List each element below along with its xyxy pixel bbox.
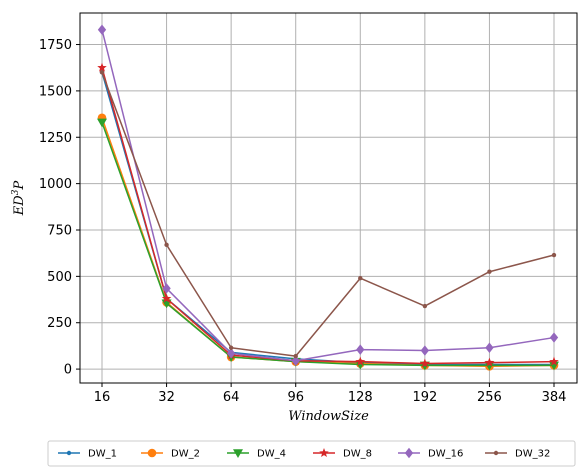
y-axis-label: ED3P bbox=[11, 181, 27, 217]
legend-marker-dw-16 bbox=[404, 447, 414, 459]
y-tick-label: 1250 bbox=[39, 131, 72, 146]
data-point-dw-16 bbox=[162, 283, 171, 294]
legend-entry-dw-2: DW_2 bbox=[141, 449, 200, 460]
legend-marker-dw-8 bbox=[319, 448, 329, 458]
data-point-dw-16 bbox=[226, 348, 236, 359]
legend-entry-dw-32: DW_32 bbox=[485, 449, 550, 460]
legend-label-dw-8: DW_8 bbox=[343, 449, 372, 460]
data-point-dw-8 bbox=[161, 293, 172, 303]
y-axis-label-superscript: 3 bbox=[11, 189, 21, 195]
series-lines bbox=[97, 24, 559, 371]
data-point-dw-32 bbox=[422, 303, 428, 309]
data-point-dw-4 bbox=[549, 361, 559, 371]
legend: DW_1 DW_2 DW_4 DW_8 DW_16 DW_32 bbox=[47, 440, 576, 467]
x-tick-label: 64 bbox=[223, 390, 240, 405]
x-axis-label: WindowSize bbox=[288, 409, 369, 424]
legend-marker-dw-2 bbox=[147, 448, 157, 458]
y-tick-label: 750 bbox=[47, 223, 72, 238]
legend-entry-dw-16: DW_16 bbox=[398, 447, 463, 460]
data-point-dw-8 bbox=[484, 357, 495, 367]
data-point-dw-8 bbox=[97, 62, 107, 72]
x-axis: 16 32 64 96 128 192 256 384 bbox=[94, 383, 567, 405]
data-point-dw-32 bbox=[487, 269, 492, 274]
x-tick-label: 384 bbox=[542, 390, 567, 405]
legend-label-dw-1: DW_1 bbox=[88, 449, 117, 460]
y-tick-label: 1500 bbox=[39, 84, 72, 99]
x-tick-label: 256 bbox=[477, 390, 502, 405]
data-point-dw-8 bbox=[420, 358, 430, 368]
legend-marker-dw-1 bbox=[66, 450, 72, 456]
legend-label-dw-2: DW_2 bbox=[171, 449, 200, 460]
y-axis: 0 250 500 750 1000 1250 1500 1750 bbox=[39, 38, 80, 378]
data-point-dw-16 bbox=[291, 355, 300, 366]
series-dw-16 bbox=[97, 24, 559, 366]
y-tick-label: 1000 bbox=[39, 177, 72, 192]
series-dw-32 bbox=[99, 70, 557, 359]
legend-entry-dw-1: DW_1 bbox=[58, 449, 117, 460]
data-point-dw-16 bbox=[420, 345, 430, 356]
x-tick-label: 16 bbox=[94, 390, 111, 405]
legend-label-dw-32: DW_32 bbox=[515, 449, 550, 460]
legend-label-dw-16: DW_16 bbox=[428, 449, 463, 460]
data-point-dw-8 bbox=[549, 356, 559, 366]
data-point-dw-32 bbox=[99, 70, 105, 75]
y-tick-label: 500 bbox=[47, 270, 72, 285]
data-point-dw-16 bbox=[356, 344, 365, 355]
x-tick-label: 32 bbox=[158, 390, 175, 405]
series-line-dw-8 bbox=[101, 67, 555, 365]
data-point-dw-32 bbox=[293, 353, 298, 359]
data-point-dw-32 bbox=[228, 345, 234, 350]
data-point-dw-16 bbox=[97, 24, 107, 35]
y-tick-label: 250 bbox=[47, 316, 72, 331]
data-point-dw-4 bbox=[484, 361, 495, 371]
data-point-dw-16 bbox=[549, 332, 559, 343]
legend-marker-dw-32 bbox=[493, 450, 499, 456]
x-tick-label: 192 bbox=[412, 390, 437, 405]
data-point-dw-16 bbox=[485, 342, 494, 353]
legend-box bbox=[47, 440, 576, 467]
legend-entry-dw-8: DW_8 bbox=[313, 448, 372, 460]
plot-frame bbox=[79, 12, 578, 384]
legend-label-dw-4: DW_4 bbox=[257, 449, 286, 460]
x-tick-label: 96 bbox=[287, 390, 304, 405]
y-tick-label: 1750 bbox=[39, 38, 72, 53]
x-tick-label: 128 bbox=[348, 390, 373, 405]
series-line-dw-32 bbox=[101, 72, 555, 357]
legend-marker-dw-4 bbox=[233, 449, 243, 458]
data-point-dw-4 bbox=[97, 118, 107, 128]
data-point-dw-32 bbox=[164, 242, 169, 248]
y-tick-label: 0 bbox=[64, 363, 72, 378]
plot-area bbox=[80, 13, 577, 383]
data-point-dw-32 bbox=[551, 252, 557, 258]
data-point-dw-4 bbox=[355, 360, 366, 370]
y-axis-label-tail: P bbox=[12, 181, 27, 191]
legend-entry-dw-4: DW_4 bbox=[227, 449, 286, 460]
series-line-dw-16 bbox=[101, 29, 555, 362]
data-point-dw-32 bbox=[358, 276, 363, 281]
series-line-dw-4 bbox=[101, 122, 554, 367]
data-point-dw-8 bbox=[355, 356, 366, 366]
